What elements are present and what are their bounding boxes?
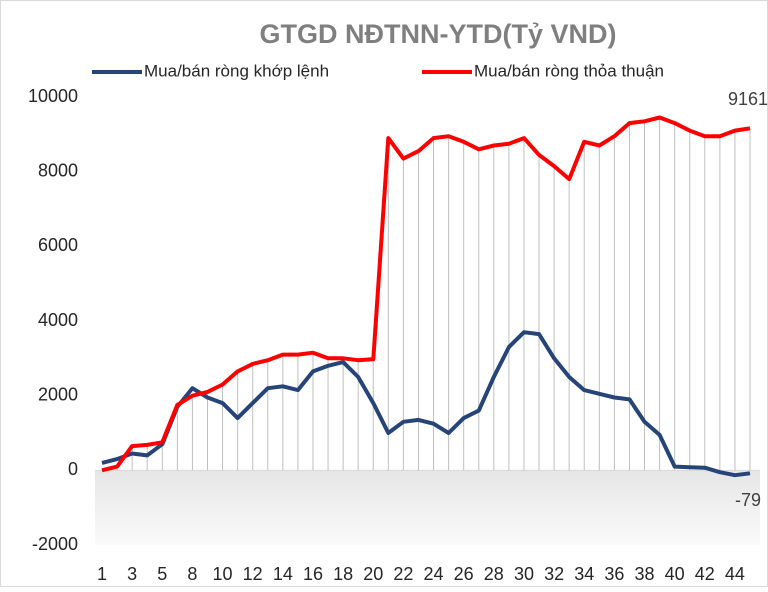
series-line <box>101 115 751 473</box>
x-tick-label: 30 <box>514 564 534 584</box>
y-tick-label: 8000 <box>38 160 78 180</box>
y-tick-label: 10000 <box>28 86 78 106</box>
legend-label: Mua/bán ròng khớp lệnh <box>144 61 329 80</box>
x-tick-label: 42 <box>695 564 715 584</box>
x-tick-label: 3 <box>127 564 137 584</box>
x-tick-label: 14 <box>273 564 293 584</box>
x-tick-label: 10 <box>213 564 233 584</box>
negative-band <box>95 470 760 545</box>
y-tick-label: 2000 <box>38 384 78 404</box>
x-tick-label: 38 <box>635 564 655 584</box>
x-tick-label: 20 <box>363 564 383 584</box>
x-tick-label: 32 <box>544 564 564 584</box>
y-tick-label: 4000 <box>38 310 78 330</box>
x-tick-label: 34 <box>574 564 594 584</box>
x-tick-label: 12 <box>243 564 263 584</box>
data-label: -79 <box>735 490 761 510</box>
y-tick-label: -2000 <box>32 534 78 554</box>
x-tick-label: 26 <box>454 564 474 584</box>
x-tick-label: 22 <box>393 564 413 584</box>
x-tick-label: 18 <box>333 564 353 584</box>
series-line <box>101 330 751 478</box>
y-tick-label: 0 <box>68 459 78 479</box>
x-tick-label: 44 <box>725 564 745 584</box>
legend-label: Mua/bán ròng thỏa thuận <box>474 61 664 80</box>
data-label: 9161 <box>728 89 768 109</box>
x-tick-label: 5 <box>157 564 167 584</box>
x-tick-label: 24 <box>424 564 444 584</box>
x-tick-label: 28 <box>484 564 504 584</box>
x-tick-label: 16 <box>303 564 323 584</box>
y-tick-label: 6000 <box>38 235 78 255</box>
x-tick-label: 8 <box>187 564 197 584</box>
x-tick-label: 40 <box>665 564 685 584</box>
x-tick-label: 1 <box>97 564 107 584</box>
x-tick-label: 36 <box>604 564 624 584</box>
chart-title: GTGD NĐTNN-YTD(Tỷ VND) <box>260 19 617 49</box>
